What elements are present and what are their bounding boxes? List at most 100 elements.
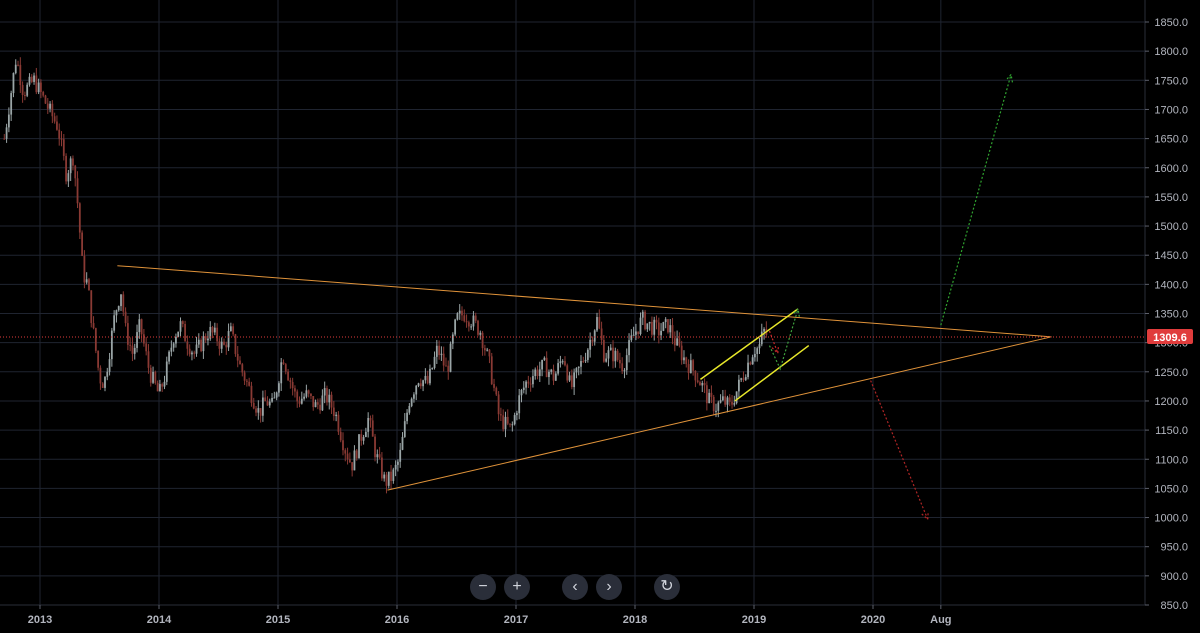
- candle-body: [14, 64, 17, 74]
- candle-body: [399, 449, 402, 462]
- price-tag: 1309.6: [1147, 329, 1193, 345]
- candle-body: [735, 391, 738, 404]
- candle-body: [527, 381, 530, 384]
- candle-body: [149, 367, 152, 383]
- price-tick-label: 1650.0: [1154, 134, 1188, 146]
- candle-body: [172, 343, 175, 348]
- candle-body: [303, 396, 305, 399]
- zoom-out-button[interactable]: −: [470, 574, 496, 600]
- candle-body: [76, 178, 79, 204]
- candle-body: [671, 325, 674, 339]
- candle-body: [298, 401, 301, 404]
- candle-body: [351, 462, 354, 471]
- candle-body: [454, 319, 457, 335]
- candle-body: [122, 294, 125, 312]
- candle-body: [7, 114, 10, 128]
- scroll-right-button[interactable]: ›: [596, 574, 622, 600]
- candle-body: [506, 416, 509, 424]
- candle-body: [477, 320, 479, 335]
- candle-body: [138, 319, 141, 333]
- candle-body: [278, 383, 280, 393]
- candle-body: [94, 328, 97, 351]
- candle-body: [60, 138, 63, 140]
- candle-body: [754, 353, 756, 358]
- candle-body: [465, 321, 468, 323]
- candle-body: [390, 471, 392, 481]
- price-tick-label: 1850.0: [1154, 17, 1188, 29]
- candle-body: [431, 367, 434, 369]
- candle-body: [330, 394, 333, 408]
- candle-body: [200, 339, 203, 352]
- candle-body: [165, 361, 168, 382]
- candle-body: [502, 415, 505, 430]
- price-tick-label: 1200.0: [1154, 396, 1188, 408]
- candle-body: [239, 360, 241, 365]
- candle-body: [12, 73, 15, 94]
- reset-chart-button[interactable]: ↻: [654, 574, 680, 600]
- candle-body: [266, 401, 269, 406]
- candle-body: [147, 351, 150, 368]
- candle-body: [609, 347, 612, 351]
- candle-body: [433, 356, 436, 368]
- chart-navigation-toolbar: − + ‹ › ↻: [470, 574, 680, 600]
- candle-body: [129, 344, 132, 346]
- candle-body: [623, 370, 626, 372]
- candle-body: [287, 371, 289, 381]
- candle-body: [637, 331, 640, 335]
- candle-body: [445, 365, 447, 367]
- candle-body: [660, 330, 662, 336]
- candle-body: [499, 414, 502, 416]
- candle-body: [177, 331, 180, 337]
- candle-body: [280, 362, 283, 384]
- candle-body: [383, 474, 386, 479]
- candle-body: [355, 450, 358, 459]
- scroll-left-button[interactable]: ‹: [562, 574, 588, 600]
- candle-body: [10, 93, 13, 115]
- candle-body: [23, 95, 26, 97]
- candle-body: [600, 328, 603, 340]
- candle-body: [518, 395, 521, 414]
- arrow-head: [921, 511, 929, 521]
- candle-body: [493, 384, 495, 388]
- candle-body: [726, 397, 729, 405]
- candle-body: [213, 327, 216, 333]
- candle-body: [692, 360, 695, 371]
- candle-body: [44, 95, 47, 104]
- candle-body: [85, 279, 88, 283]
- candle-body: [522, 387, 525, 390]
- arrow-head: [771, 345, 780, 355]
- candle-body: [543, 357, 546, 360]
- candle-body: [598, 317, 601, 329]
- candle-body: [561, 361, 564, 363]
- candle-body: [19, 64, 22, 86]
- candle-body: [362, 436, 365, 441]
- price-tick-label: 1100.0: [1155, 454, 1188, 466]
- candle-body: [142, 334, 145, 344]
- trend-line: [734, 344, 810, 402]
- candle-body: [218, 341, 221, 349]
- candle-body: [163, 381, 166, 387]
- candle-body: [275, 392, 278, 398]
- candle-body: [451, 334, 454, 344]
- candle-body: [191, 352, 193, 355]
- time-axis[interactable]: 2013 2014 2015 2016 2017 2018 2019 2020 Aug: [28, 605, 952, 626]
- candle-body: [557, 363, 560, 374]
- arrow-head: [1005, 73, 1014, 83]
- candle-body: [740, 378, 743, 380]
- candle-body: [612, 347, 614, 362]
- candle-body: [332, 407, 335, 417]
- candle-body: [689, 360, 692, 374]
- candle-body: [676, 338, 679, 346]
- candle-body: [257, 408, 260, 413]
- candle-body: [268, 401, 271, 406]
- candle-body: [541, 359, 543, 370]
- candle-body: [536, 369, 539, 377]
- candle-body: [703, 382, 706, 386]
- candle-body: [406, 412, 408, 422]
- zoom-in-button[interactable]: +: [504, 574, 530, 600]
- price-axis[interactable]: 1850.0 1800.0 1750.0 1700.0 1650.0 1600.0 1550…: [1145, 17, 1188, 612]
- candle-body: [429, 368, 431, 384]
- candle-body: [742, 378, 745, 380]
